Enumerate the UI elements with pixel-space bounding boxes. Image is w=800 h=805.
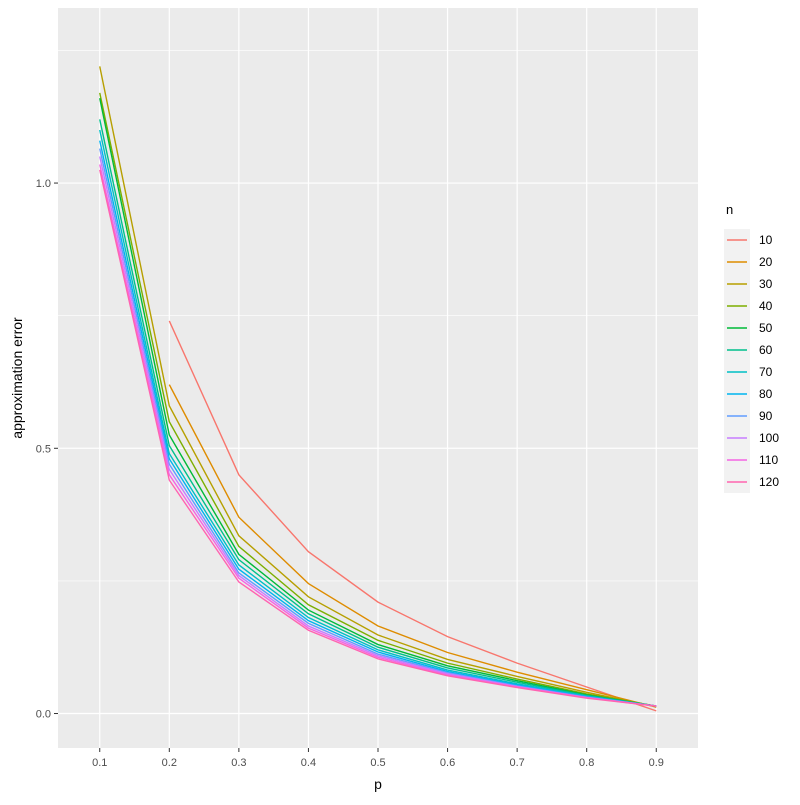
y-tick-label: 0.0 [36,709,51,721]
legend-label: 120 [759,475,779,489]
series-line-n-60 [99,119,657,707]
legend-label: 20 [759,255,773,269]
x-tick-label: 0.2 [162,757,177,769]
x-tick-label: 0.7 [509,757,524,769]
major-grid [58,8,698,748]
legend-label: 70 [759,365,773,379]
series-line-n-20 [168,384,657,708]
legend-label: 80 [759,387,773,401]
series-line-n-80 [99,140,657,707]
x-axis-title: p [374,776,382,792]
legend-label: 30 [759,277,773,291]
series-lines [99,66,657,712]
series-line-n-30 [99,66,657,708]
y-tick-label: 1.0 [36,178,51,190]
x-tick-label: 0.4 [301,757,316,769]
x-tick-label: 0.8 [579,757,594,769]
x-tick-label: 0.1 [92,757,107,769]
series-line-n-40 [99,92,657,707]
y-axis: 0.0 0.5 1.0 [36,178,58,721]
x-axis: 0.1 0.2 0.3 0.4 0.5 0.6 0.7 0.8 0.9 [92,748,664,769]
legend-label: 60 [759,343,773,357]
legend-label: 90 [759,409,773,423]
legend-label: 40 [759,299,773,313]
legend-label: 110 [759,453,778,467]
y-tick-label: 0.5 [36,443,51,455]
series-line-n-120 [99,169,657,707]
x-tick-label: 0.5 [370,757,385,769]
legend-title: n [726,202,733,217]
x-tick-label: 0.3 [231,757,246,769]
legend-label: 10 [759,233,773,247]
series-line-n-50 [99,98,657,707]
x-tick-label: 0.6 [440,757,455,769]
series-line-n-10 [168,320,657,712]
legend: n 10 20 30 40 50 60 70 80 90 100 110 120 [724,202,779,493]
x-tick-label: 0.9 [649,757,664,769]
legend-label: 50 [759,321,773,335]
legend-label: 100 [759,431,779,445]
y-axis-title: approximation error [9,317,25,439]
